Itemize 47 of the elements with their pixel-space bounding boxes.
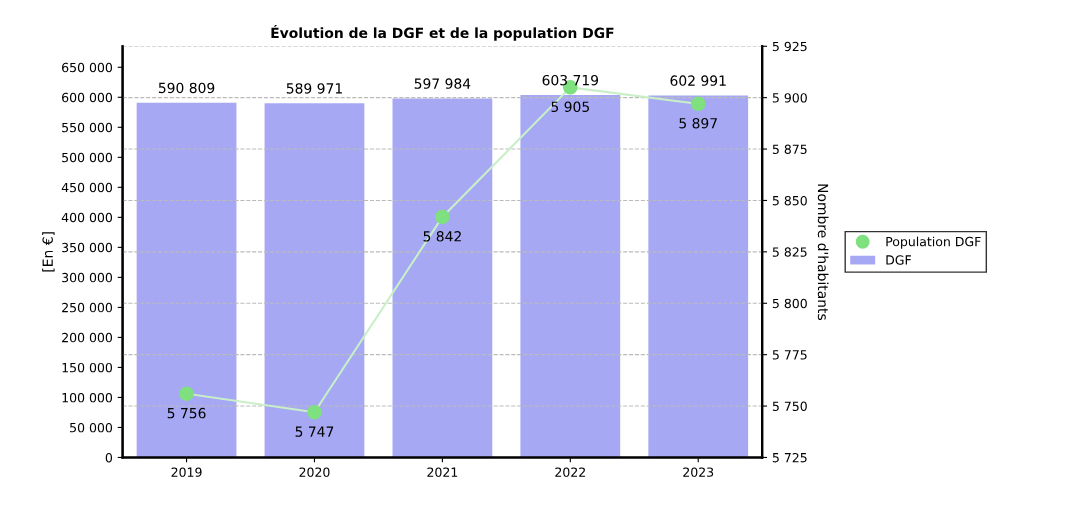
point xyxy=(179,386,194,402)
y2-tick-label: 5 800 xyxy=(772,298,807,309)
y-tick-label: 600 000 xyxy=(62,92,113,103)
y-tick-label: 150 000 xyxy=(62,362,113,373)
x-tick-label: 2021 xyxy=(427,467,458,477)
y2-tick-label: 5 850 xyxy=(772,195,807,206)
y2-tick-label: 5 900 xyxy=(772,93,807,103)
x-tick-label: 2019 xyxy=(171,467,202,477)
y-tick-label: 650 000 xyxy=(62,62,113,73)
y-tick-label: 50 000 xyxy=(70,422,113,433)
y2-tick-label: 5 925 xyxy=(772,41,807,52)
data-label: 602 991 xyxy=(670,75,726,86)
y-tick-label: 250 000 xyxy=(62,302,113,313)
data-label: 589 971 xyxy=(286,83,342,94)
y-tick-label: 450 000 xyxy=(61,182,113,193)
y-axis-title: [En €] xyxy=(42,232,55,272)
y-tick-label: 400 000 xyxy=(61,212,113,223)
point xyxy=(435,209,450,225)
y-tick-label: 350 000 xyxy=(62,242,113,253)
data-label: 5 747 xyxy=(295,426,334,437)
y2-tick-label: 5 875 xyxy=(772,144,807,154)
y-tick-label: 500 000 xyxy=(62,152,113,163)
data-label: 5 905 xyxy=(551,101,589,113)
data-label: 597 984 xyxy=(414,78,471,89)
legend-label: Population DGF xyxy=(886,236,981,249)
chart-title: Évolution de la DGF et de la population DGF xyxy=(271,25,614,41)
y-tick-label: 100 000 xyxy=(62,392,113,403)
y2-axis-title: Nombre d'habitants xyxy=(817,184,829,321)
x-tick-label: 2022 xyxy=(555,467,585,477)
point xyxy=(307,404,322,420)
data-label: 590 809 xyxy=(158,82,215,94)
x-tick-label: 2023 xyxy=(683,467,714,477)
y-tick-label: 0 xyxy=(105,452,113,463)
y2-tick-label: 5 825 xyxy=(772,247,807,257)
data-label: 5 756 xyxy=(167,407,206,419)
data-label: 603 719 xyxy=(542,74,599,86)
data-label: 5 842 xyxy=(423,231,461,242)
y2-tick-label: 5 750 xyxy=(772,401,807,411)
x-tick-label: 2020 xyxy=(299,467,330,477)
y2-tick-label: 5 775 xyxy=(772,350,807,360)
y-tick-label: 550 000 xyxy=(62,122,113,133)
point xyxy=(690,96,706,112)
legend-label: DGF xyxy=(886,255,911,265)
data-label: 5 897 xyxy=(679,117,717,129)
y-tick-label: 200 000 xyxy=(62,332,113,343)
y2-tick-label: 5 725 xyxy=(772,452,807,463)
y-tick-label: 300 000 xyxy=(62,272,113,283)
